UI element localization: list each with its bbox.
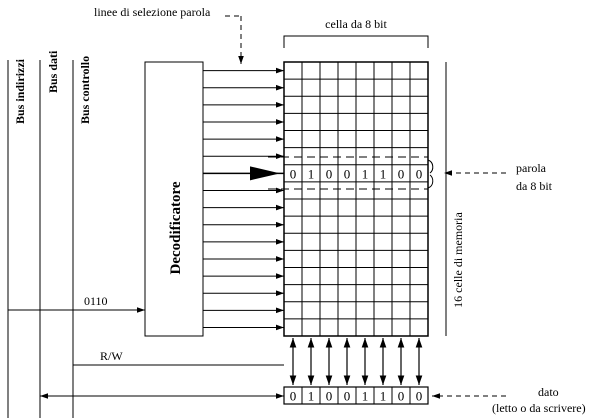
bus-dati-label: Bus dati [46, 50, 60, 93]
data-bit: 0 [416, 389, 423, 404]
rw-label: R/W [100, 349, 123, 363]
decoder-block [144, 61, 204, 337]
bus-indirizzi-label: Bus indirizzi [13, 58, 27, 124]
bus-controllo-label: Bus controllo [78, 56, 92, 124]
data-label-1: dato [538, 385, 559, 399]
data-bit: 0 [398, 389, 405, 404]
word-select-lines [203, 67, 284, 331]
word-bit: 0 [344, 166, 351, 181]
word-bit: 0 [416, 166, 423, 181]
selected-word-bracket [427, 159, 434, 189]
word-bit: 1 [362, 166, 369, 181]
address-label: 0110 [84, 294, 108, 308]
data-bit: 1 [308, 389, 315, 404]
data-bit: 1 [380, 389, 387, 404]
word-lines-label: linee di selezione parola [94, 5, 211, 19]
word-bit: 1 [308, 166, 315, 181]
cell-width-bracket [283, 35, 429, 48]
data-bit: 1 [362, 389, 369, 404]
word-label-1: parola [516, 161, 547, 175]
memory-array [283, 61, 429, 337]
word-line-selected-arrowhead [250, 166, 280, 181]
word-bit: 0 [290, 166, 297, 181]
data-bit: 0 [326, 389, 333, 404]
decoder-label: Decodificatore [168, 181, 184, 274]
cell-width-label: cella da 8 bit [325, 17, 387, 31]
word-label-2: da 8 bit [516, 179, 553, 193]
data-label-2: (letto o da scrivere) [492, 401, 586, 415]
word-bit: 1 [380, 166, 387, 181]
word-bit: 0 [398, 166, 405, 181]
data-bit: 0 [290, 389, 297, 404]
memory-size-label: 16 celle di memoria [451, 212, 465, 308]
word-bit: 0 [326, 166, 333, 181]
bit-transfer-arrows [289, 338, 423, 385]
data-bit: 0 [344, 389, 351, 404]
